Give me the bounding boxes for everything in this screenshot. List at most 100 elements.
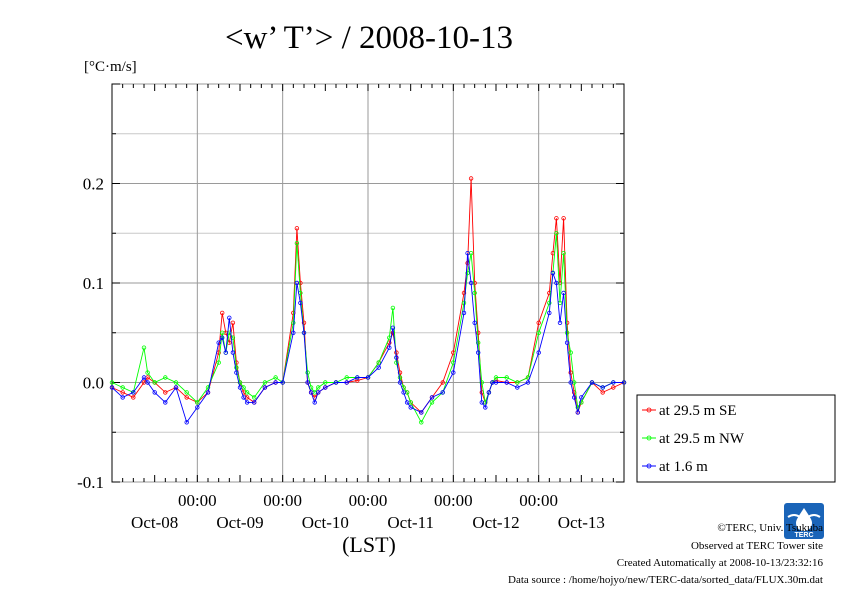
- data-point: [344, 375, 349, 380]
- data-point: [230, 350, 236, 355]
- chart-title: <w’ T’> / 2008-10-13: [225, 20, 513, 56]
- x-tick-time-label: 00:00: [349, 491, 388, 510]
- data-point: [237, 385, 243, 390]
- data-point: [536, 350, 541, 355]
- data-point: [561, 290, 566, 296]
- data-point: [554, 280, 559, 286]
- data-point: [251, 395, 257, 400]
- data-point: [568, 350, 573, 355]
- y-tick-label: 0.0: [83, 374, 104, 393]
- data-point: [579, 395, 584, 400]
- logo-text: TERC: [794, 532, 813, 539]
- data-point: [408, 405, 413, 410]
- legend-box: [636, 394, 836, 483]
- data-point: [476, 330, 481, 335]
- x-tick-time-label: 00:00: [263, 491, 302, 510]
- data-point: [273, 380, 278, 385]
- data-point: [301, 320, 307, 325]
- data-point: [234, 365, 239, 370]
- legend-marker: [646, 463, 652, 469]
- legend-label: at 1.6 m: [659, 459, 708, 475]
- data-point: [451, 370, 456, 375]
- legend: at 29.5 m SE at 29.5 m NW at 1.6 m: [636, 394, 836, 483]
- data-point: [301, 330, 307, 335]
- data-point: [131, 390, 136, 395]
- data-point: [216, 340, 221, 345]
- x-tick-time-label: 00:00: [178, 491, 217, 510]
- data-point: [461, 300, 467, 306]
- data-point: [554, 216, 559, 221]
- data-point: [355, 375, 360, 380]
- data-point: [109, 380, 115, 385]
- data-point: [561, 216, 566, 221]
- series-line: [111, 178, 625, 415]
- data-point: [163, 390, 168, 395]
- data-point: [440, 380, 445, 385]
- legend-label: at 29.5 m NW: [659, 431, 745, 447]
- data-point: [298, 300, 303, 306]
- x-tick-time-label: 00:00: [519, 491, 558, 510]
- data-point: [504, 375, 509, 380]
- series-layer: [109, 176, 627, 425]
- data-point: [216, 360, 221, 365]
- data-point: [280, 380, 285, 385]
- data-point: [515, 380, 520, 385]
- data-point: [223, 350, 228, 355]
- data-point: [195, 400, 200, 405]
- data-point: [262, 380, 268, 385]
- data-point: [184, 390, 189, 395]
- data-point: [390, 305, 396, 311]
- data-point: [205, 390, 211, 395]
- data-point: [572, 395, 577, 400]
- y-tick-label: -0.1: [77, 473, 104, 492]
- data-point: [504, 380, 509, 385]
- data-point: [291, 320, 296, 325]
- data-point: [579, 400, 584, 405]
- data-point: [365, 375, 371, 380]
- data-point: [554, 231, 559, 236]
- x-day-label: Oct-13: [558, 513, 605, 532]
- data-point: [397, 380, 403, 385]
- data-point: [219, 330, 225, 335]
- data-point: [550, 270, 556, 276]
- data-point: [429, 395, 435, 400]
- data-point: [219, 335, 225, 340]
- data-point: [461, 290, 467, 296]
- data-point: [575, 405, 580, 410]
- data-point: [564, 330, 570, 335]
- x-tick-time-label: 00:00: [434, 491, 473, 510]
- data-point: [109, 385, 115, 390]
- data-point: [251, 400, 257, 405]
- y-tick-label: 0.1: [83, 274, 104, 293]
- data-point: [120, 385, 125, 390]
- data-point: [564, 340, 570, 345]
- data-point: [131, 395, 136, 400]
- data-point: [440, 390, 445, 395]
- data-point: [244, 390, 250, 395]
- data-point: [305, 380, 310, 385]
- x-day-label: Oct-12: [472, 513, 519, 532]
- data-point: [468, 176, 474, 181]
- data-point: [316, 390, 321, 395]
- data-point: [163, 400, 168, 405]
- data-point: [305, 370, 310, 375]
- terc-logo: TERC: [784, 503, 824, 539]
- data-point: [227, 315, 232, 320]
- data-point: [419, 410, 424, 415]
- data-point: [525, 380, 531, 385]
- data-point: [536, 320, 541, 325]
- data-point: [515, 385, 520, 390]
- data-point: [141, 375, 147, 380]
- y-tick-label: 0.2: [83, 175, 104, 194]
- x-day-label: Oct-08: [131, 513, 178, 532]
- legend-marker: [646, 435, 652, 441]
- data-point: [152, 380, 157, 385]
- series-line: [111, 253, 624, 424]
- data-point: [600, 390, 605, 395]
- data-point: [419, 420, 424, 425]
- data-point: [472, 290, 477, 296]
- data-point: [465, 250, 470, 256]
- data-point: [145, 380, 150, 385]
- data-point: [184, 420, 189, 425]
